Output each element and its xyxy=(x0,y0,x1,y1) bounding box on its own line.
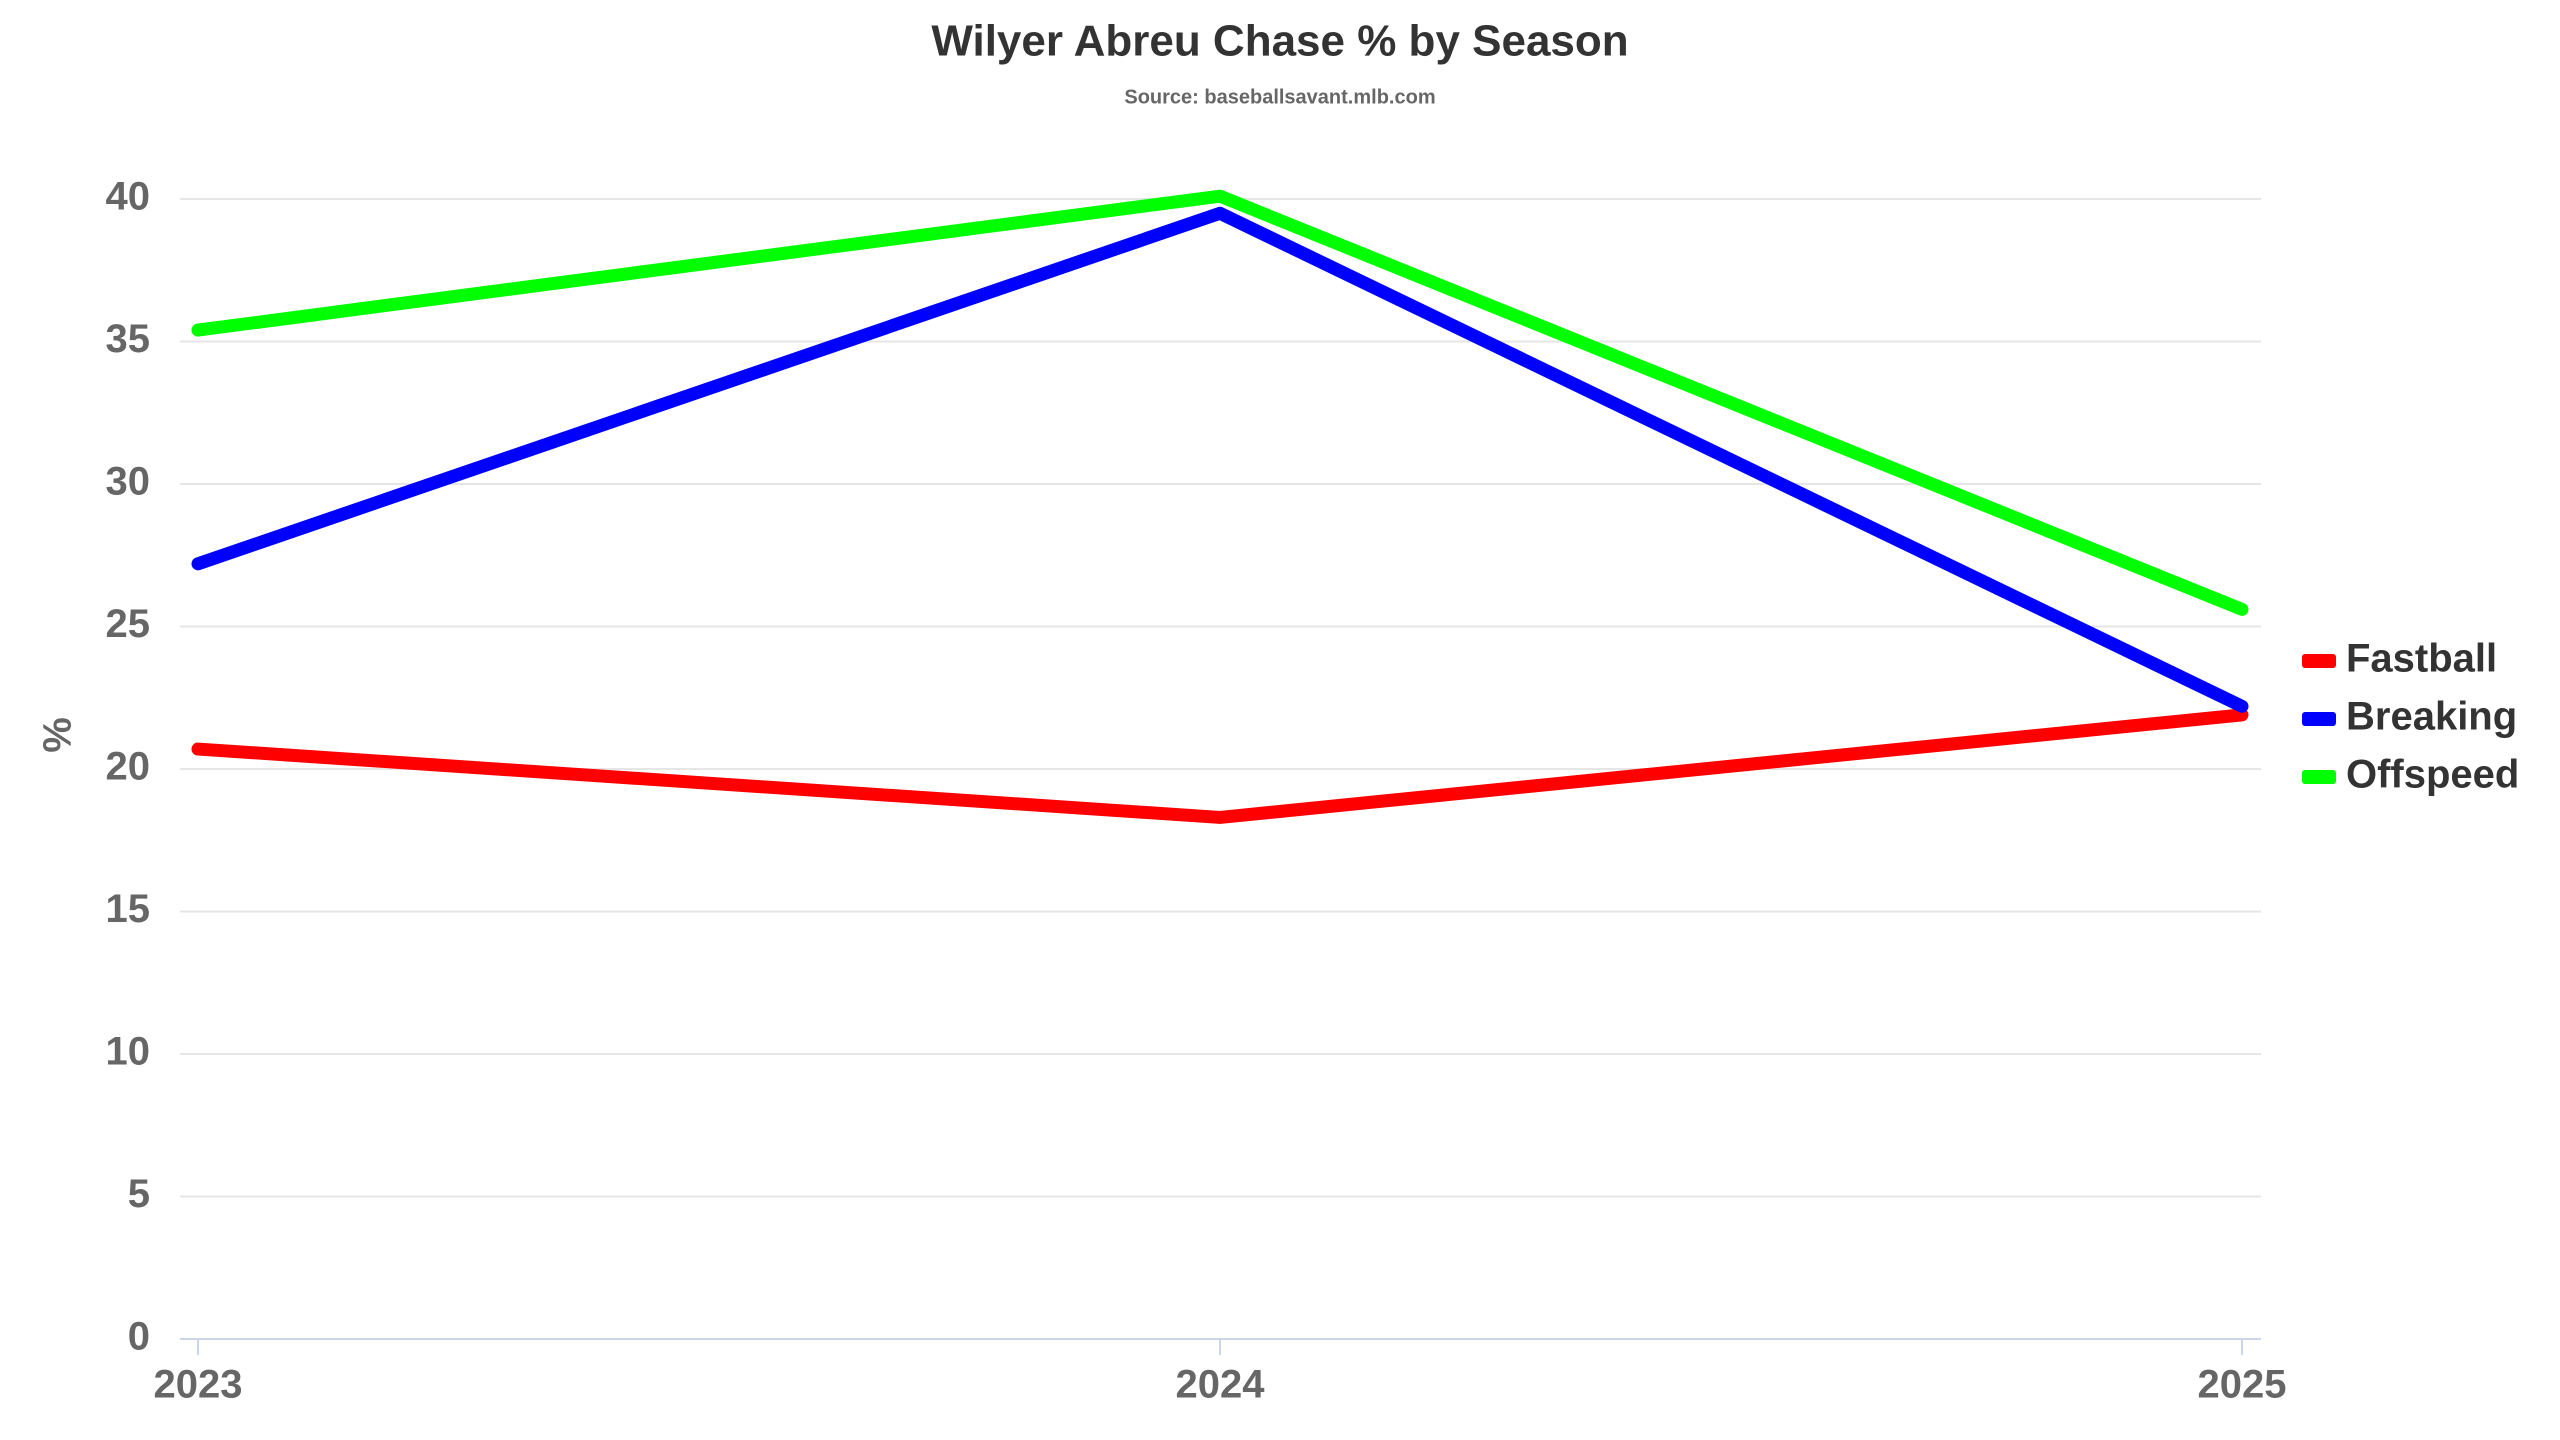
y-tick-label: 5 xyxy=(128,1172,150,1216)
legend-label: Offspeed xyxy=(2346,753,2519,797)
chart-subtitle: Source: baseballsavant.mlb.com xyxy=(1124,86,1435,108)
y-tick-label: 0 xyxy=(128,1315,150,1359)
y-tick-label: 30 xyxy=(106,460,151,504)
y-tick-label: 15 xyxy=(106,887,151,931)
legend-swatch xyxy=(2302,770,2336,784)
series-line xyxy=(191,206,2249,713)
y-tick-label: 10 xyxy=(106,1030,151,1074)
x-tick-label: 2023 xyxy=(154,1363,243,1407)
chart-title: Wilyer Abreu Chase % by Season xyxy=(931,17,1628,66)
legend-swatch xyxy=(2302,712,2336,726)
legend-label: Breaking xyxy=(2346,695,2517,739)
y-tick-label: 20 xyxy=(106,745,151,789)
series-line xyxy=(191,708,2249,824)
x-tick-label: 2025 xyxy=(2198,1363,2287,1407)
y-tick-label: 35 xyxy=(106,317,151,361)
y-axis-label: % xyxy=(36,717,80,753)
legend-label: Fastball xyxy=(2346,637,2497,681)
y-tick-label: 40 xyxy=(106,175,151,219)
legend-swatch xyxy=(2302,654,2336,668)
x-tick-label: 2024 xyxy=(1176,1363,1266,1407)
series-line xyxy=(191,189,2249,616)
y-tick-label: 25 xyxy=(106,602,151,646)
